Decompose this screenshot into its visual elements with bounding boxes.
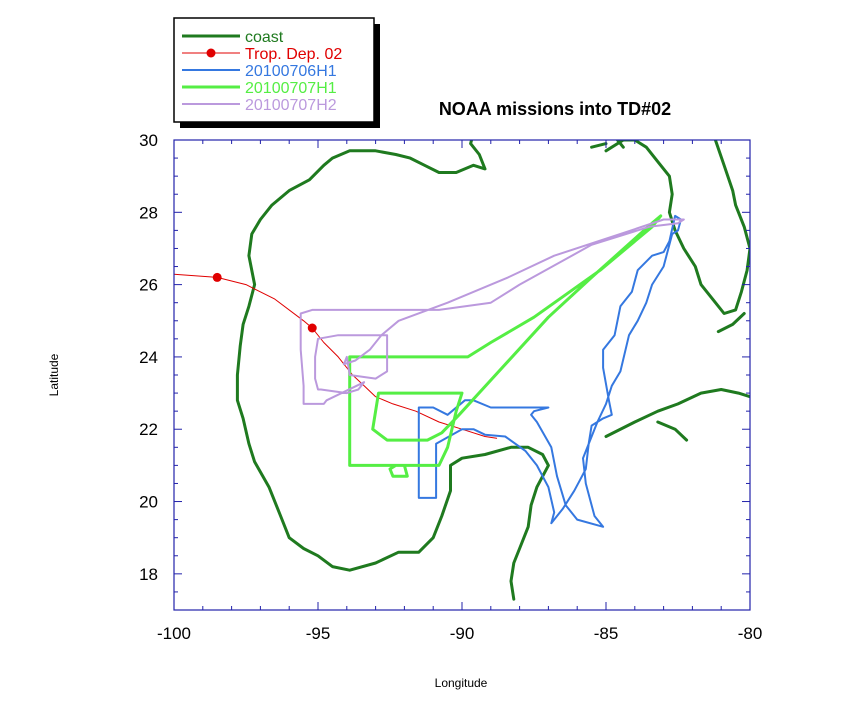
series-0-line-1 (604, 140, 750, 315)
y-axis-title: Latitude (47, 353, 61, 396)
y-tick-label: 20 (139, 493, 158, 512)
series-0 (235, 140, 750, 601)
x-tick-label: -85 (594, 624, 619, 643)
legend-label: 20100707H1 (245, 80, 337, 97)
legend-label: 20100707H2 (245, 97, 337, 114)
x-axis-title: Longitude (435, 676, 488, 690)
legend-marker (206, 48, 216, 58)
y-tick-label: 28 (139, 203, 158, 222)
y-tick-label: 18 (139, 565, 158, 584)
legend-entry-0: coast (182, 29, 284, 46)
x-tick-label: -90 (450, 624, 475, 643)
x-tick-label: -80 (738, 624, 763, 643)
y-tick-label: 26 (139, 276, 158, 295)
legend-entry-3: 20100707H1 (182, 80, 337, 97)
axis-ticks (173, 139, 751, 611)
series-0-line-5 (616, 140, 625, 149)
x-tick-label: -95 (306, 624, 331, 643)
series-layer (174, 140, 750, 601)
series-0-line-3 (656, 420, 689, 442)
series-0-line-0 (235, 140, 550, 601)
y-tick-label: 24 (139, 348, 158, 367)
legend-entry-2: 20100706H1 (182, 63, 337, 80)
legend-label: 20100706H1 (245, 63, 337, 80)
series-3-line-0 (348, 214, 663, 478)
series-4 (299, 218, 685, 405)
series-3 (348, 214, 663, 478)
axis-tick-labels: -100 -95 -90 -85 -80 18 20 22 24 26 28 30 (139, 131, 762, 643)
y-tick-label: 22 (139, 420, 158, 439)
y-tick-label: 30 (139, 131, 158, 150)
chart-title: NOAA missions into TD#02 (439, 99, 671, 119)
series-4-line-0 (299, 218, 685, 405)
series-0-line-4 (590, 142, 608, 149)
legend-entry-1: Trop. Dep. 02 (182, 46, 342, 63)
series-0-line-6 (716, 312, 746, 334)
legend-label: Trop. Dep. 02 (245, 46, 342, 63)
x-tick-label: -100 (157, 624, 191, 643)
plot-area (174, 140, 750, 610)
legend-entry-4: 20100707H2 (182, 97, 337, 114)
series-1-marker-1 (307, 323, 317, 333)
legend-label: coast (245, 29, 284, 46)
series-1-marker-0 (212, 272, 222, 282)
series-0-line-2 (604, 388, 750, 438)
